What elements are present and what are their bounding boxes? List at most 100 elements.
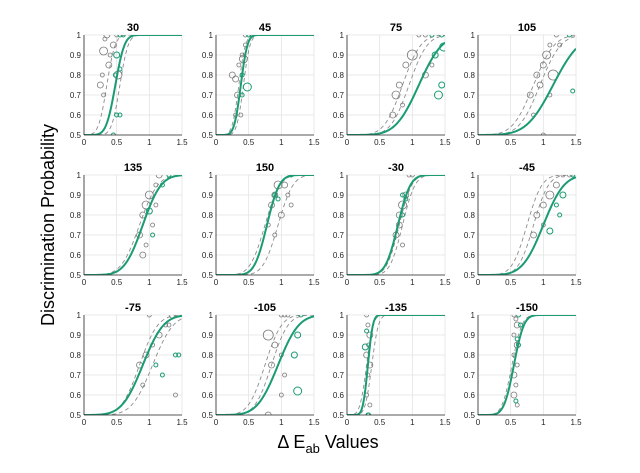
panel-title: 30 — [127, 22, 139, 34]
gray-point-7 — [536, 81, 544, 89]
y-tick-label-5: 1 — [209, 31, 214, 40]
gray-point-3 — [281, 181, 289, 189]
gray-point-8 — [272, 232, 278, 238]
y-tick-label-4: 0.9 — [202, 331, 214, 340]
gray-point-2 — [278, 315, 284, 318]
gray-point-0 — [511, 315, 517, 318]
x-tick-label-1: 0.5 — [374, 138, 386, 147]
green-point-3 — [433, 90, 443, 100]
y-tick-label-0: 0.5 — [464, 131, 476, 140]
y-tick-label-0: 0.5 — [333, 131, 345, 140]
x-tick-label-0: 0 — [82, 138, 87, 147]
x-tick-label-0: 0 — [476, 418, 481, 427]
gray-point-5 — [554, 35, 559, 38]
x-tick-label-3: 1.5 — [439, 278, 451, 287]
x-tick-label-2: 1 — [541, 418, 546, 427]
gray-point-9 — [389, 111, 397, 119]
y-tick-label-0: 0.5 — [70, 131, 82, 140]
gray-point-6 — [400, 102, 405, 108]
panel-plot-area — [478, 315, 576, 415]
y-tick-label-1: 0.6 — [333, 391, 345, 400]
gray-point-8 — [173, 392, 178, 398]
green-point-4 — [513, 398, 519, 404]
panel-title: 150 — [256, 162, 274, 174]
y-tick-label-4: 0.9 — [333, 51, 345, 60]
green-point-4 — [557, 212, 563, 218]
x-tick-label-0: 0 — [214, 418, 219, 427]
green-point-3 — [516, 342, 522, 348]
x-axis-label-sub: ab — [305, 441, 319, 456]
x-tick-label-0: 0 — [345, 138, 350, 147]
gray-point-8 — [264, 411, 272, 415]
panel-title: -135 — [385, 302, 407, 314]
green-point-2 — [290, 351, 298, 359]
green-point-0 — [172, 352, 178, 358]
panel-title: -45 — [519, 162, 535, 174]
y-tick-label-0: 0.5 — [202, 271, 214, 280]
panel-background — [216, 35, 314, 135]
y-tick-label-5: 1 — [471, 31, 476, 40]
x-tick-label-0: 0 — [214, 138, 219, 147]
y-tick-label-3: 0.8 — [333, 351, 345, 360]
green-point-1 — [275, 196, 281, 202]
gray-point-9 — [166, 322, 172, 328]
x-tick-label-3: 1.5 — [570, 138, 582, 147]
gray-point-7 — [143, 242, 149, 248]
x-tick-label-0: 0 — [214, 278, 219, 287]
gray-point-9 — [153, 202, 159, 208]
panel-title: 75 — [390, 22, 402, 34]
x-tick-label-1: 0.5 — [505, 138, 517, 147]
y-tick-label-3: 0.8 — [333, 71, 345, 80]
gray-point-5 — [107, 52, 113, 58]
y-tick-label-3: 0.8 — [202, 351, 214, 360]
dashed-curve-0 — [216, 35, 314, 135]
panel-title: -30 — [388, 162, 404, 174]
green-fit-curve — [84, 315, 182, 415]
gray-point-3 — [511, 332, 517, 338]
gray-point-6 — [400, 242, 405, 248]
green-point-1 — [249, 35, 255, 38]
x-tick-label-0: 0 — [82, 278, 87, 287]
gray-point-3 — [553, 181, 560, 189]
x-tick-label-2: 1 — [147, 418, 152, 427]
panel-title: -150 — [516, 302, 538, 314]
x-tick-label-0: 0 — [345, 278, 350, 287]
green-point-2 — [431, 51, 439, 59]
y-tick-label-0: 0.5 — [333, 411, 345, 420]
panel-background — [347, 315, 445, 415]
y-tick-label-2: 0.7 — [333, 91, 345, 100]
x-axis-label: Δ Eab Values — [277, 432, 378, 456]
green-point-1 — [517, 322, 523, 328]
gray-point-8 — [367, 402, 373, 408]
y-tick-label-3: 0.8 — [70, 71, 82, 80]
x-tick-label-3: 1.5 — [570, 278, 582, 287]
x-tick-label-1: 0.5 — [505, 278, 517, 287]
green-fit-curve — [478, 315, 576, 415]
dashed-curve-0 — [347, 315, 445, 415]
x-tick-label-3: 1.5 — [176, 418, 188, 427]
green-point-1 — [294, 331, 302, 339]
x-tick-label-2: 1 — [279, 418, 284, 427]
gray-point-8 — [96, 81, 104, 89]
green-point-1 — [403, 196, 409, 202]
x-tick-label-0: 0 — [476, 138, 481, 147]
panel-10: 0 0.5 1 1.50.50.60.70.80.91-135 — [333, 302, 451, 427]
green-fit-curve — [84, 35, 182, 135]
green-point-2 — [239, 72, 245, 78]
y-tick-label-1: 0.6 — [70, 111, 82, 120]
gray-point-8 — [150, 222, 156, 228]
green-point-3 — [150, 232, 156, 238]
green-point-0 — [364, 328, 370, 334]
gray-point-3 — [282, 315, 287, 318]
panel-plot-area — [478, 35, 576, 135]
green-point-1 — [120, 35, 126, 38]
panel-title: -105 — [254, 302, 276, 314]
y-tick-label-0: 0.5 — [464, 411, 476, 420]
x-tick-label-1: 0.5 — [505, 418, 517, 427]
